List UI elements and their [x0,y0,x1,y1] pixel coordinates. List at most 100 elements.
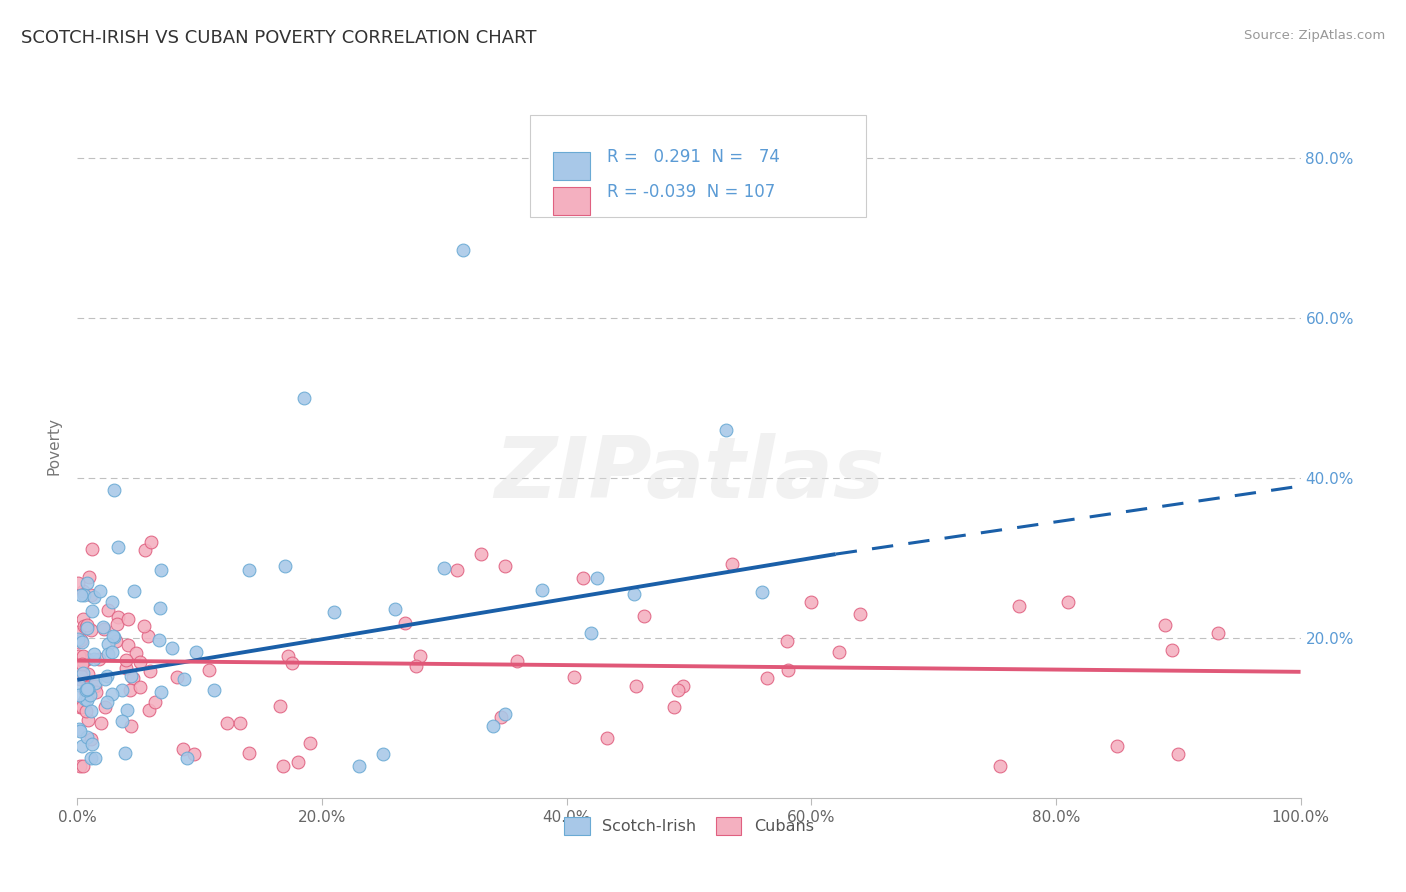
Point [1057,595,1080,609]
Point [495,707,517,722]
Point [148,632,170,647]
Point [75,653,97,667]
Point [72,612,94,626]
Point [172,742,194,756]
Point [67,576,90,591]
FancyBboxPatch shape [553,153,591,180]
Point [94,672,117,686]
Point [720,558,742,572]
Text: R =   0.291  N =   74: R = 0.291 N = 74 [607,148,780,166]
Point [323,605,346,619]
Point [91,620,114,634]
Point [299,736,322,750]
Point [73,651,96,665]
Point [79,751,101,765]
Point [120,668,142,682]
Point [273,759,295,773]
Point [73,619,96,633]
Point [287,756,309,770]
Point [69,672,91,686]
Point [384,602,406,616]
Point [776,663,799,677]
Point [139,664,162,678]
Point [149,563,172,577]
Point [849,607,872,622]
Point [84,675,107,690]
Point [76,618,98,632]
Point [72,759,94,773]
Point [111,714,134,729]
Point [184,645,207,659]
Point [269,699,291,714]
Point [595,731,617,745]
Point [67,624,90,639]
Point [149,600,172,615]
Point [72,649,94,664]
Point [277,648,299,663]
Point [136,629,159,643]
Point [76,621,98,635]
Point [76,576,98,591]
Point [75,704,97,718]
Point [671,679,693,693]
Point [120,719,142,733]
Point [128,681,150,695]
Point [72,584,94,599]
Point [828,645,851,659]
Point [114,746,136,760]
Point [666,682,689,697]
Point [75,683,97,698]
Point [77,667,100,681]
Point [197,664,219,678]
Text: Source: ZipAtlas.com: Source: ZipAtlas.com [1244,29,1385,42]
Point [67,689,90,703]
Point [76,693,98,707]
Point [800,595,823,609]
Point [100,687,122,701]
Point [202,683,225,698]
Point [97,603,120,617]
Y-axis label: Poverty: Poverty [46,417,62,475]
Point [624,679,647,693]
Point [69,700,91,714]
Point [72,654,94,668]
Point [274,559,297,574]
Point [69,633,91,648]
Point [139,535,162,549]
Point [101,629,124,643]
Point [77,688,100,702]
Point [83,590,105,604]
Point [66,635,89,649]
Point [531,583,554,598]
Legend: Scotch-Irish, Cubans: Scotch-Irish, Cubans [558,811,820,841]
Point [73,588,96,602]
Point [125,646,148,660]
Point [72,739,94,753]
Point [83,651,105,665]
Point [80,678,103,692]
Point [451,243,474,257]
Point [579,626,602,640]
Point [776,633,799,648]
Point [394,616,416,631]
Point [633,609,655,624]
Point [160,641,183,656]
Point [76,652,98,666]
Point [103,630,125,644]
Point [138,703,160,717]
Point [80,737,103,751]
Point [66,632,89,646]
Point [122,583,145,598]
Point [67,648,90,663]
Point [93,699,115,714]
Point [115,703,138,717]
Point [1008,599,1031,614]
Point [101,594,124,608]
Point [292,391,315,405]
Point [107,610,129,624]
Point [101,645,124,659]
Point [1160,643,1182,657]
Point [69,664,91,678]
Point [623,587,645,601]
Point [70,669,93,683]
